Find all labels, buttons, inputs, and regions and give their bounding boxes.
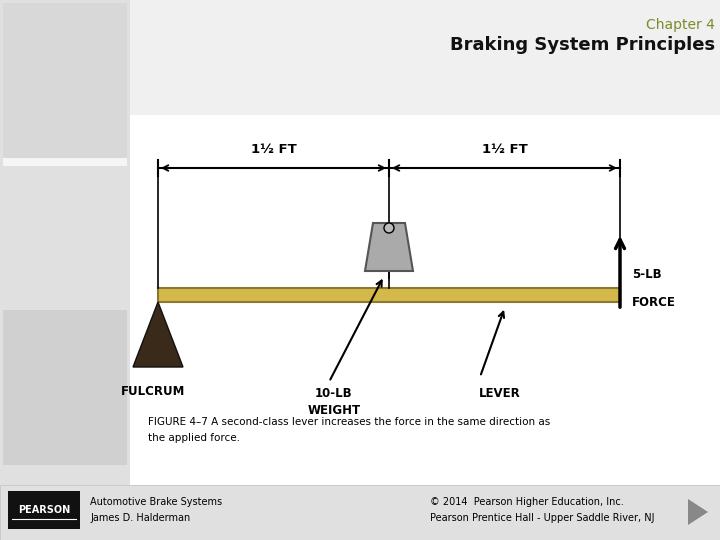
Bar	[158, 288, 620, 302]
Bar	[0, 485, 720, 540]
Bar	[3, 310, 127, 465]
Bar	[0, 0, 130, 485]
Text: 10-LB: 10-LB	[315, 387, 353, 400]
Polygon shape	[133, 302, 183, 367]
Text: Chapter 4: Chapter 4	[646, 18, 715, 32]
Bar	[3, 158, 127, 166]
Text: Pearson Prentice Hall - Upper Saddle River, NJ: Pearson Prentice Hall - Upper Saddle Riv…	[430, 513, 654, 523]
Bar	[8, 491, 80, 529]
Text: 1½ FT: 1½ FT	[482, 143, 527, 156]
Text: the applied force.: the applied force.	[148, 433, 240, 443]
Text: 1½ FT: 1½ FT	[251, 143, 297, 156]
Text: Braking System Principles: Braking System Principles	[450, 36, 715, 54]
Text: FORCE: FORCE	[632, 296, 676, 309]
Bar	[130, 0, 720, 115]
Polygon shape	[365, 223, 413, 271]
Text: PEARSON: PEARSON	[18, 505, 70, 515]
Polygon shape	[688, 499, 708, 525]
Text: James D. Halderman: James D. Halderman	[90, 513, 190, 523]
Text: 5-LB: 5-LB	[632, 268, 662, 281]
Text: Automotive Brake Systems: Automotive Brake Systems	[90, 497, 222, 507]
Bar	[3, 3, 127, 158]
Circle shape	[384, 223, 394, 233]
Text: WEIGHT: WEIGHT	[307, 404, 361, 417]
Text: FIGURE 4–7 A second-class lever increases the force in the same direction as: FIGURE 4–7 A second-class lever increase…	[148, 417, 550, 427]
Text: LEVER: LEVER	[479, 387, 521, 400]
Text: FULCRUM: FULCRUM	[121, 385, 185, 398]
Text: © 2014  Pearson Higher Education, Inc.: © 2014 Pearson Higher Education, Inc.	[430, 497, 624, 507]
